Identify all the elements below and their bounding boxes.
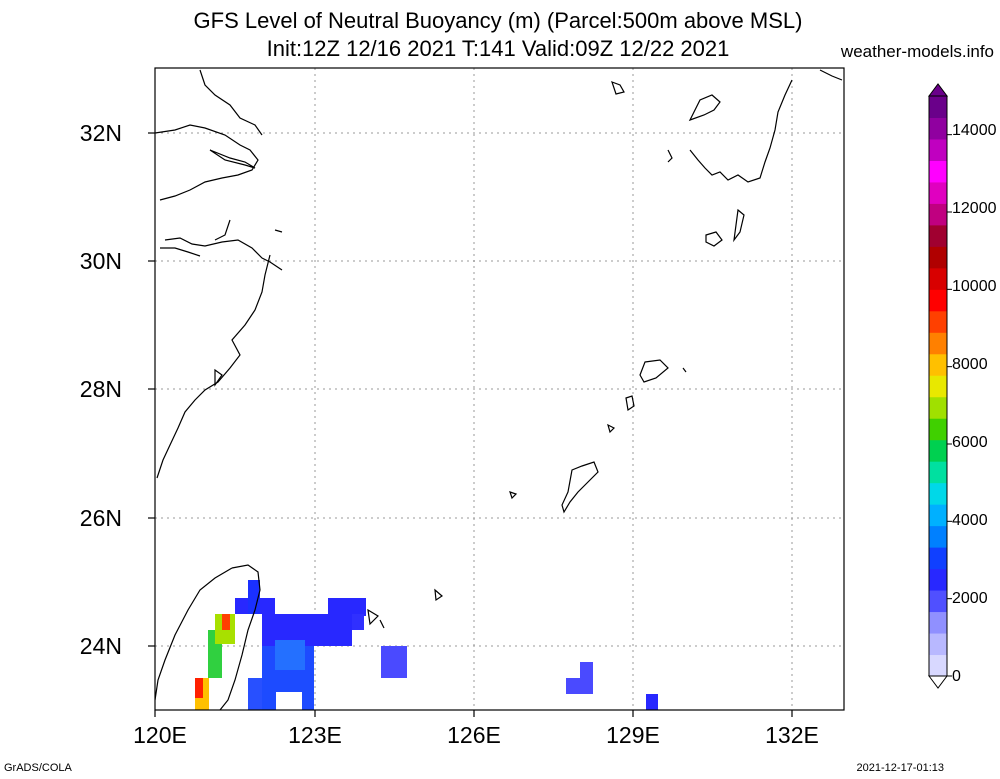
lat-label-32n: 32N xyxy=(79,120,122,146)
colorbar-swatch xyxy=(929,203,947,226)
map-plot-area xyxy=(155,68,844,710)
lnb-cell xyxy=(352,614,364,630)
colorbar-swatch xyxy=(929,138,947,161)
lnb-cell xyxy=(195,678,203,698)
colorbar-swatch xyxy=(929,547,947,570)
lnb-cell xyxy=(381,646,407,678)
coastlines xyxy=(155,69,843,710)
colorbar-label-6000: 6000 xyxy=(952,434,988,451)
lnb-cell xyxy=(328,598,366,616)
lnb-cell xyxy=(222,614,230,630)
site-credit: weather-models.info xyxy=(840,42,994,61)
colorbar-swatch xyxy=(929,96,947,118)
colorbar-swatch xyxy=(929,224,947,247)
lon-label-126e: 126E xyxy=(447,722,501,748)
colorbar-swatch xyxy=(929,525,947,548)
colorbar-max-arrow xyxy=(928,83,948,97)
lnb-cell xyxy=(646,694,658,710)
lat-label-26n: 26N xyxy=(79,505,122,531)
lon-label-129e: 129E xyxy=(606,722,660,748)
colorbar-min-arrow xyxy=(928,675,948,689)
lnb-cell xyxy=(275,640,305,670)
lnb-cell xyxy=(580,662,593,694)
colorbar-frame xyxy=(928,95,948,677)
colorbar-label-4000: 4000 xyxy=(952,512,988,529)
axis-ticks xyxy=(148,132,793,717)
colorbar-swatch xyxy=(929,332,947,355)
colorbar-swatch xyxy=(929,246,947,269)
lnb-cell xyxy=(248,678,262,710)
colorbar-label-14000: 14000 xyxy=(952,122,997,139)
colorbar-label-12000: 12000 xyxy=(952,200,997,217)
colorbar-swatch xyxy=(929,482,947,505)
colorbar-swatch xyxy=(929,117,947,140)
colorbar-label-10000: 10000 xyxy=(952,278,997,295)
colorbar-swatch xyxy=(929,461,947,484)
colorbar-swatch xyxy=(929,375,947,398)
colorbar-swatch xyxy=(929,633,947,656)
colorbar-swatch xyxy=(929,439,947,462)
lon-label-132e: 132E xyxy=(765,722,819,748)
lat-label-28n: 28N xyxy=(79,376,122,402)
chart-title: GFS Level of Neutral Buoyancy (m) (Parce… xyxy=(193,8,803,33)
colorbar-swatch xyxy=(929,504,947,527)
lat-label-24n: 24N xyxy=(79,633,122,659)
lat-label-30n: 30N xyxy=(79,248,122,274)
colorbar-swatch xyxy=(929,396,947,419)
lnb-shading xyxy=(195,580,658,710)
lon-label-120e: 120E xyxy=(133,722,187,748)
colorbar-swatch xyxy=(929,418,947,441)
lnb-cell xyxy=(566,678,580,694)
colorbar-label-8000: 8000 xyxy=(952,356,988,373)
footer-software: GrADS/COLA xyxy=(4,762,72,774)
colorbar-swatch xyxy=(929,611,947,634)
colorbar-swatch xyxy=(929,289,947,312)
lnb-cell xyxy=(276,692,302,710)
colorbar-swatch xyxy=(929,590,947,613)
chart-subtitle: Init:12Z 12/16 2021 T:141 Valid:09Z 12/2… xyxy=(266,36,730,61)
colorbar-swatch xyxy=(929,654,947,677)
lon-label-123e: 123E xyxy=(288,722,342,748)
colorbar xyxy=(928,83,952,689)
colorbar-swatch xyxy=(929,160,947,183)
colorbar-swatch xyxy=(929,568,947,591)
colorbar-swatch xyxy=(929,181,947,204)
colorbar-label-2000: 2000 xyxy=(952,590,988,607)
colorbar-swatch xyxy=(929,353,947,376)
footer-timestamp: 2021-12-17-01:13 xyxy=(856,762,944,774)
lnb-cell xyxy=(248,580,260,614)
colorbar-label-0: 0 xyxy=(952,668,961,685)
colorbar-swatch xyxy=(929,310,947,333)
colorbar-swatch xyxy=(929,267,947,290)
